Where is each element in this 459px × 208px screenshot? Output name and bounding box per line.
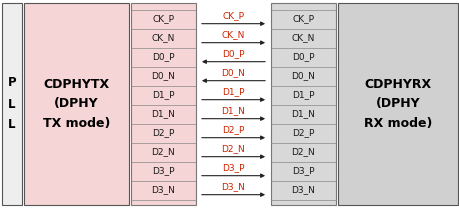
Text: CK_N: CK_N (151, 33, 175, 42)
Text: D0_N: D0_N (151, 71, 175, 80)
Text: D1_N: D1_N (291, 109, 315, 118)
Text: D2_N: D2_N (151, 147, 175, 156)
Text: D1_N: D1_N (221, 106, 245, 115)
Text: CDPHYTX
(DPHY
TX mode): CDPHYTX (DPHY TX mode) (43, 78, 110, 130)
Text: D3_N: D3_N (151, 185, 175, 194)
Text: D1_P: D1_P (152, 90, 174, 99)
Bar (131, 3, 196, 205)
Text: CK_P: CK_P (292, 14, 314, 23)
Text: D3_P: D3_P (222, 163, 244, 172)
Bar (24, 3, 129, 205)
Text: D3_N: D3_N (291, 185, 315, 194)
Text: D2_N: D2_N (221, 144, 245, 153)
Text: P
L
L: P L L (8, 77, 16, 131)
Text: CK_N: CK_N (221, 30, 245, 39)
Text: D1_P: D1_P (222, 87, 244, 96)
Text: D1_N: D1_N (151, 109, 175, 118)
Text: CK_P: CK_P (222, 11, 244, 20)
Text: CDPHYRX
(DPHY
RX mode): CDPHYRX (DPHY RX mode) (363, 78, 431, 130)
Text: D0_P: D0_P (152, 52, 174, 61)
Text: D2_P: D2_P (291, 128, 314, 137)
Text: CK_P: CK_P (152, 14, 174, 23)
Text: D3_P: D3_P (291, 166, 314, 175)
Text: D0_N: D0_N (221, 68, 245, 77)
Bar (337, 3, 457, 205)
Text: D0_P: D0_P (291, 52, 314, 61)
Text: D2_P: D2_P (222, 125, 244, 134)
Text: D2_N: D2_N (291, 147, 315, 156)
Bar (2, 3, 22, 205)
Text: D3_N: D3_N (221, 182, 245, 191)
Bar (270, 3, 335, 205)
Text: D0_P: D0_P (222, 49, 244, 58)
Text: D0_N: D0_N (291, 71, 315, 80)
Text: D1_P: D1_P (291, 90, 314, 99)
Text: D2_P: D2_P (152, 128, 174, 137)
Text: CK_N: CK_N (291, 33, 314, 42)
Text: D3_P: D3_P (152, 166, 174, 175)
